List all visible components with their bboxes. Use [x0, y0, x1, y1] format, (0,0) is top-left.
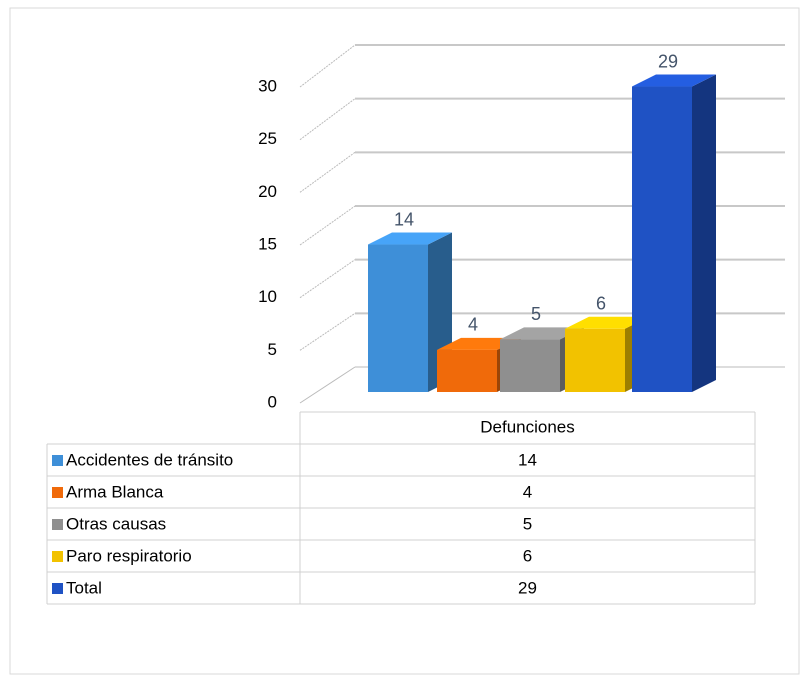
y-tick-label: 15: [258, 234, 277, 253]
bar: [437, 349, 497, 392]
data-label: 4: [468, 315, 478, 335]
bar-top: [500, 327, 584, 340]
legend-label: Accidentes de tránsito: [66, 450, 233, 469]
data-label: 14: [394, 209, 414, 229]
floor-edge: [299, 366, 356, 404]
y-tick-label: 0: [268, 392, 277, 411]
legend-label: Paro respiratorio: [66, 546, 192, 565]
grid-line-side: [299, 312, 356, 351]
y-tick-label: 5: [268, 340, 277, 359]
bar-side: [692, 74, 716, 393]
bar: [500, 339, 560, 392]
grid-line-side: [299, 259, 356, 299]
legend-swatch: [52, 487, 63, 498]
y-tick-label: 20: [258, 182, 277, 201]
grid-line-side: [299, 44, 356, 88]
grid-line-side: [299, 151, 356, 193]
legend-label: Otras causas: [66, 514, 166, 533]
data-label: 29: [658, 51, 678, 71]
table-value: 14: [518, 450, 537, 469]
bar-top: [632, 74, 716, 87]
bar-top: [565, 316, 649, 329]
bar-top: [368, 232, 452, 245]
table-header: Defunciones: [480, 417, 575, 436]
legend-swatch: [52, 551, 63, 562]
legend-swatch: [52, 519, 63, 530]
table-value: 4: [523, 482, 532, 501]
bar: [368, 244, 428, 392]
legend-swatch: [52, 583, 63, 594]
grid-line-side: [299, 98, 356, 141]
legend-swatch: [52, 455, 63, 466]
data-label: 5: [531, 304, 541, 324]
legend-label: Total: [66, 578, 102, 597]
y-tick-label: 30: [258, 76, 277, 95]
bar: [565, 328, 625, 392]
legend-label: Arma Blanca: [66, 482, 164, 501]
data-label: 6: [596, 294, 606, 314]
grid-line-side: [299, 205, 356, 246]
table-value: 5: [523, 514, 532, 533]
bar: [632, 86, 692, 393]
y-tick-label: 10: [258, 287, 277, 306]
table-value: 29: [518, 578, 537, 597]
y-tick-label: 25: [258, 129, 277, 148]
table-value: 6: [523, 546, 532, 565]
